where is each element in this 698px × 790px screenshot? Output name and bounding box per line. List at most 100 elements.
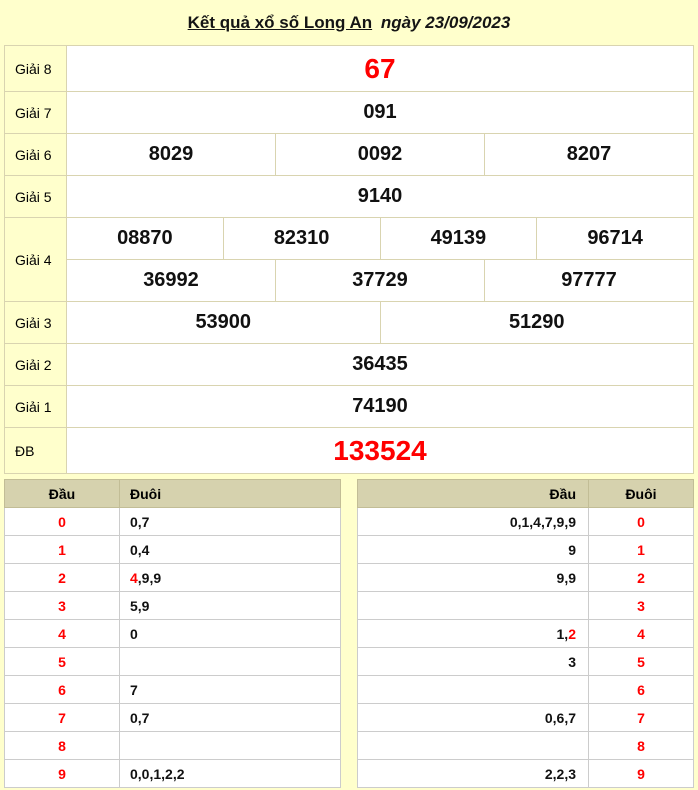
- prize-row-g2: Giải 2 36435: [4, 343, 694, 386]
- prize-value-g2: 36435: [66, 343, 694, 386]
- prize-value-g6-1: 8029: [66, 133, 276, 176]
- prize-table: Giải 8 67 Giải 7 091 Giải 6 8029 0092 82…: [4, 45, 694, 474]
- stat-row: 0,1,4,7,9,9 0: [357, 507, 694, 536]
- head-digit: 9: [4, 759, 120, 788]
- stat-row: 9 1: [357, 535, 694, 564]
- prize-value-g4-3: 49139: [379, 217, 538, 260]
- prize-value-g3-2: 51290: [379, 301, 694, 344]
- stats-section: Đầu Đuôi 0 0,7 1 0,4 2 4,9,9 3 5,9 4 0: [4, 479, 694, 788]
- value-text: 7: [130, 681, 138, 698]
- head-values: 3: [357, 647, 589, 676]
- prize-value-g4-6: 37729: [275, 259, 485, 302]
- value-highlight: 2: [568, 625, 576, 642]
- head-values: 9,9: [357, 563, 589, 592]
- stat-row: 0 0,7: [4, 507, 341, 536]
- stat-row: 3 5: [357, 647, 694, 676]
- head-stats-table: Đầu Đuôi 0 0,7 1 0,4 2 4,9,9 3 5,9 4 0: [4, 479, 341, 788]
- prize-label-g6: Giải 6: [4, 133, 67, 176]
- value-text: 1,: [556, 625, 569, 642]
- prize-value-g4-4: 96714: [536, 217, 694, 260]
- prize-label-g4: Giải 4: [4, 217, 67, 302]
- title-link[interactable]: Kết quả xổ số Long An: [187, 13, 373, 32]
- stat-row: 2 4,9,9: [4, 563, 341, 592]
- stat-row: 5: [4, 647, 341, 676]
- head-values: 0,6,7: [357, 703, 589, 732]
- tail-digit: 8: [588, 731, 694, 760]
- tail-digit: 5: [588, 647, 694, 676]
- value-text: 2,2,3: [544, 765, 576, 782]
- prize-row-db: ĐB 133524: [4, 427, 694, 474]
- prize-row-g4a: Giải 4 08870 82310 49139 96714: [4, 217, 694, 302]
- tail-digit: 6: [588, 675, 694, 704]
- stat-row: 1,2 4: [357, 619, 694, 648]
- prize-value-g5: 9140: [66, 175, 694, 218]
- tail-values: 0,7: [119, 703, 341, 732]
- stat-row: 6: [357, 675, 694, 704]
- prize-label-g3: Giải 3: [4, 301, 67, 344]
- prize-row-g1: Giải 1 74190: [4, 385, 694, 428]
- tail-digit: 7: [588, 703, 694, 732]
- stat-row: 9 0,0,1,2,2: [4, 759, 341, 788]
- head-values: 0,1,4,7,9,9: [357, 507, 589, 536]
- title-date: ngày 23/09/2023: [380, 13, 511, 32]
- prize-value-g4-1: 08870: [66, 217, 224, 260]
- tail-values: [119, 731, 341, 760]
- value-text: 0,4: [130, 541, 150, 558]
- stat-header-row: Đầu Đuôi: [357, 479, 694, 508]
- head-digit: 3: [4, 591, 120, 620]
- value-text: 9,9: [556, 569, 576, 586]
- value-text: 0,6,7: [544, 709, 576, 726]
- head-values: 1,2: [357, 619, 589, 648]
- prize-label-g2: Giải 2: [4, 343, 67, 386]
- stat-row: 3: [357, 591, 694, 620]
- stat-row: 6 7: [4, 675, 341, 704]
- value-text: 5,9: [130, 597, 150, 614]
- prize-value-g8: 67: [66, 45, 694, 92]
- head-digit: 2: [4, 563, 120, 592]
- prize-value-g6-3: 8207: [484, 133, 694, 176]
- head-values: 9: [357, 535, 589, 564]
- page-title: Kết quả xổ số Long An ngày 23/09/2023: [4, 2, 694, 45]
- value-text: 9: [568, 541, 576, 558]
- tail-values: 4,9,9: [119, 563, 341, 592]
- value-text: 0,1,4,7,9,9: [509, 513, 576, 530]
- tail-values: 0: [119, 619, 341, 648]
- stat-row: 8: [4, 731, 341, 760]
- head-digit: 8: [4, 731, 120, 760]
- tail-digit: 3: [588, 591, 694, 620]
- tail-digit: 1: [588, 535, 694, 564]
- stat-row: 0,6,7 7: [357, 703, 694, 732]
- stat-row: 9,9 2: [357, 563, 694, 592]
- tail-digit: 2: [588, 563, 694, 592]
- tail-values: 0,4: [119, 535, 341, 564]
- head-digit: 5: [4, 647, 120, 676]
- prize-value-g1: 74190: [66, 385, 694, 428]
- stat-row: 7 0,7: [4, 703, 341, 732]
- tail-digit: 0: [588, 507, 694, 536]
- stat-row: 8: [357, 731, 694, 760]
- tail-values: 7: [119, 675, 341, 704]
- value-text: ,9,9: [137, 569, 162, 586]
- stat-row: 4 0: [4, 619, 341, 648]
- tail-column-header: Đuôi: [119, 479, 341, 508]
- head-digit: 0: [4, 507, 120, 536]
- head-digit: 1: [4, 535, 120, 564]
- prize-row-g5: Giải 5 9140: [4, 175, 694, 218]
- tail-values: 5,9: [119, 591, 341, 620]
- tail-digit: 4: [588, 619, 694, 648]
- head-digit: 7: [4, 703, 120, 732]
- prize-value-g3-1: 53900: [66, 301, 381, 344]
- stat-row: 2,2,3 9: [357, 759, 694, 788]
- prize-label-g7: Giải 7: [4, 91, 67, 134]
- head-values: [357, 731, 589, 760]
- tail-column-header: Đuôi: [588, 479, 694, 508]
- head-digit: 4: [4, 619, 120, 648]
- prize-row-g4b: 36992 37729 97777: [5, 259, 694, 302]
- prize-value-g6-2: 0092: [275, 133, 485, 176]
- head-column-header: Đầu: [4, 479, 120, 508]
- prize-label-db: ĐB: [4, 427, 67, 474]
- head-values: [357, 591, 589, 620]
- stat-row: 3 5,9: [4, 591, 341, 620]
- value-text: 0,7: [130, 513, 150, 530]
- value-text: 3: [568, 653, 576, 670]
